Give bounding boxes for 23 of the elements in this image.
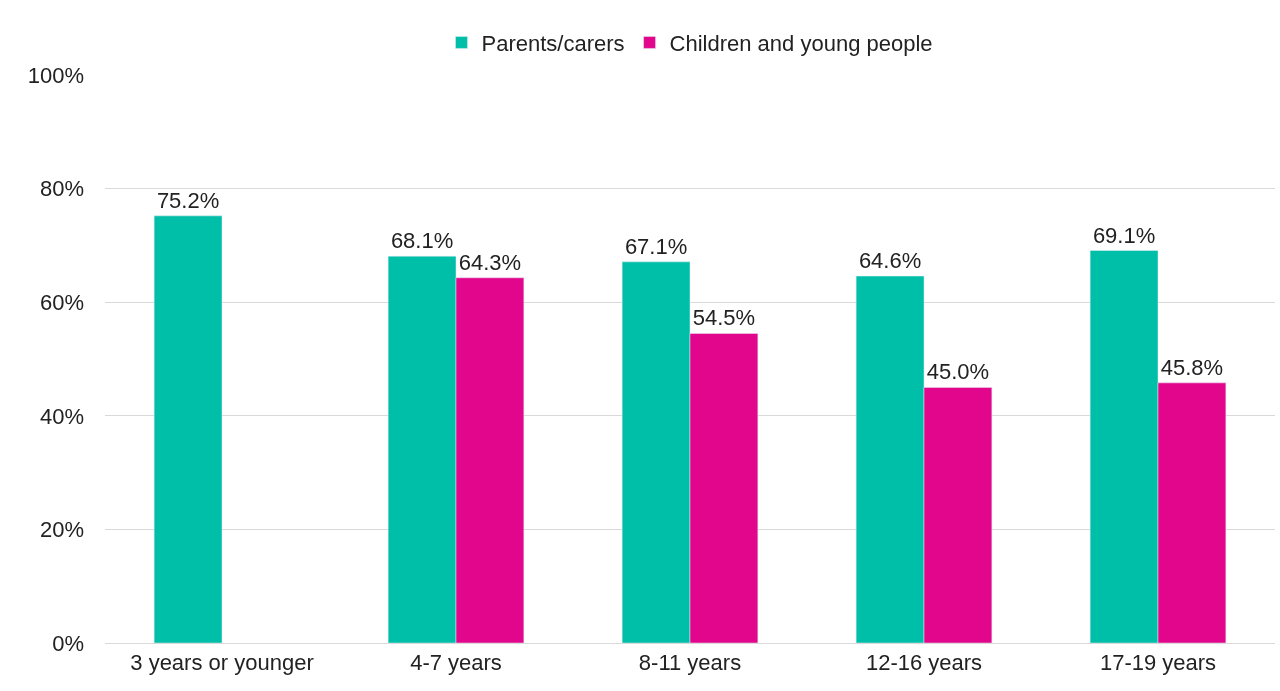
data-label: 64.3% (458, 249, 522, 275)
y-tick-label: 100% (27, 62, 84, 88)
y-tick-label: 20% (39, 517, 84, 543)
y-tick-label: 80% (39, 176, 84, 202)
x-tick-label: 17-19 years (1099, 650, 1217, 676)
data-label: 69.1% (1092, 222, 1156, 248)
x-tick-label: 12-16 years (865, 650, 983, 676)
data-label: 64.6% (858, 248, 922, 274)
data-label: 45.0% (926, 359, 990, 385)
data-label: 68.1% (390, 228, 454, 254)
x-tick-label: 8-11 years (638, 650, 742, 676)
legend-label: Children and young people (669, 31, 933, 57)
y-tick-label: 60% (39, 289, 84, 315)
y-tick-label: 40% (39, 403, 84, 429)
x-tick-label: 3 years or younger (130, 650, 314, 676)
data-label: 45.8% (1160, 354, 1224, 380)
data-label: 54.5% (692, 305, 756, 331)
y-tick-label: 0% (52, 630, 84, 656)
x-tick-label: 4-7 years (410, 650, 502, 676)
bar (153, 215, 223, 643)
data-label: 75.2% (156, 187, 220, 213)
data-label: 67.1% (624, 233, 688, 259)
legend-label: Parents/carers (481, 31, 625, 57)
